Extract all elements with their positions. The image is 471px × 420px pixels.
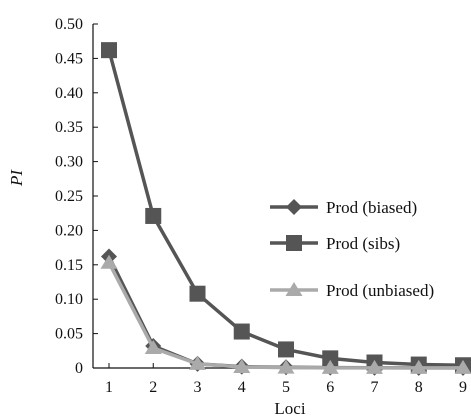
data-point: [454, 359, 471, 374]
x-tick-label: 2: [149, 379, 157, 396]
data-point: [100, 254, 118, 269]
y-tick-label: 0.10: [55, 291, 83, 308]
legend-label: Prod (biased): [326, 198, 417, 217]
series-triangle: [100, 254, 471, 374]
x-tick-label: 9: [459, 379, 467, 396]
legend-swatch-marker: [286, 199, 302, 215]
data-point: [101, 42, 117, 59]
y-tick-label: 0.30: [55, 154, 83, 171]
y-tick-label: 0.35: [55, 119, 83, 136]
y-tick-label: 0: [75, 360, 83, 377]
series-layer: [100, 42, 471, 376]
legend-swatch-marker: [286, 235, 302, 251]
y-tick-label: 0.40: [55, 85, 83, 102]
y-tick-label: 0.50: [55, 16, 83, 33]
legend-item: Prod (unbiased): [270, 281, 434, 300]
data-point: [322, 350, 339, 367]
data-point: [277, 359, 295, 374]
legend-label: Prod (sibs): [326, 234, 400, 253]
data-point: [278, 341, 294, 358]
data-point: [145, 207, 162, 224]
legend-swatch-marker: [285, 282, 303, 296]
legend: Prod (biased) Prod (sibs) Prod (unbiased): [270, 198, 434, 300]
x-tick-label: 7: [371, 379, 379, 396]
y-axis-ticks: 0 0.05 0.10 0.15 0.20 0.25 0.30 0.35 0.40 0.45 0.5…: [55, 16, 98, 377]
y-tick-label: 0.05: [55, 326, 83, 343]
data-point: [410, 359, 428, 374]
data-point: [144, 340, 162, 355]
x-tick-label: 5: [282, 379, 290, 396]
legend-item: Prod (biased): [270, 198, 417, 217]
y-tick-label: 0.25: [55, 188, 83, 205]
x-tick-label: 3: [194, 379, 202, 396]
data-point: [189, 355, 206, 370]
y-tick-label: 0.45: [55, 50, 83, 67]
x-tick-label: 6: [326, 379, 334, 396]
data-point: [233, 323, 250, 340]
x-tick-label: 4: [238, 379, 246, 396]
data-point: [366, 359, 383, 374]
data-point: [233, 358, 251, 373]
x-tick-label: 1: [105, 379, 113, 396]
data-point: [321, 359, 339, 374]
y-tick-label: 0.20: [55, 222, 83, 239]
y-tick-label: 0.15: [55, 257, 83, 274]
y-axis-title: PI: [7, 169, 26, 187]
legend-item: Prod (sibs): [270, 234, 400, 253]
x-axis-title: Loci: [274, 399, 305, 418]
data-point: [189, 285, 206, 302]
legend-label: Prod (unbiased): [326, 281, 434, 300]
x-tick-label: 8: [415, 379, 423, 396]
